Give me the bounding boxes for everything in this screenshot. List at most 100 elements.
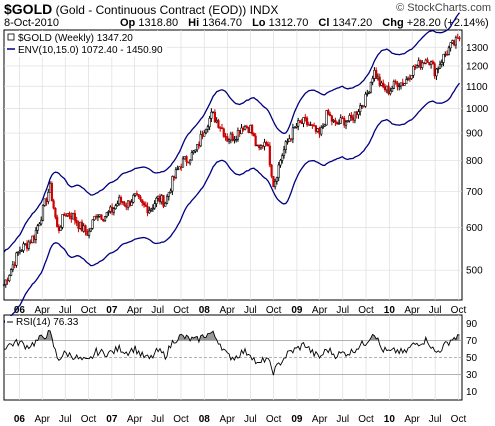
price-x-tick-label: Apr <box>220 305 236 316</box>
price-panel-frame <box>3 29 463 301</box>
candle-body <box>259 145 263 149</box>
candle-body <box>252 133 255 137</box>
candle-body <box>369 81 372 93</box>
candle-body <box>291 127 294 140</box>
candle-body <box>123 202 126 207</box>
change-value: +28.20 (+2.14%) <box>406 17 489 29</box>
candle-body <box>103 216 107 221</box>
rsi-x-tick-label: Jul <box>244 414 257 425</box>
price-y-tick-label: 1200 <box>466 61 489 72</box>
rsi-y-tick-label: 30 <box>466 370 478 381</box>
candle-body <box>95 215 98 218</box>
candle-body <box>304 117 307 119</box>
candle-body <box>102 219 105 221</box>
candle-body <box>302 117 305 124</box>
candle-body <box>77 222 80 229</box>
candle-body <box>417 60 420 66</box>
candle-body <box>371 78 374 83</box>
candle-body <box>328 113 332 117</box>
price-x-tick-label: Apr <box>404 305 420 316</box>
candle-body <box>38 223 41 227</box>
candle-body <box>157 195 160 199</box>
price-y-tick-label: 900 <box>466 129 483 140</box>
candle-body <box>87 230 91 236</box>
candle-body <box>378 76 381 86</box>
candle-body <box>419 60 422 68</box>
price-x-tick-label: 07 <box>106 305 118 316</box>
candle-body <box>176 168 179 171</box>
candle-body <box>346 120 349 123</box>
rsi-legend-label: RSI(14) 76.33 <box>16 317 79 328</box>
candle-body <box>43 198 46 206</box>
candle-body <box>109 206 112 212</box>
candle-body <box>169 190 172 193</box>
price-y-tick-label: 500 <box>466 266 483 277</box>
candle-body <box>435 68 438 77</box>
candle-body <box>375 69 378 79</box>
candle-body <box>456 37 459 39</box>
candle-body <box>421 62 424 68</box>
candle-body <box>213 111 216 123</box>
candle-body <box>325 110 328 126</box>
candle-body <box>242 127 245 131</box>
candle-body <box>272 175 275 188</box>
candle-body <box>263 142 266 147</box>
candle-body <box>307 124 310 126</box>
candle-body <box>282 149 286 156</box>
open-label: Op <box>120 17 136 29</box>
candle-body <box>226 136 229 142</box>
candle-body <box>181 158 185 168</box>
rsi-x-tick-label: Oct <box>358 414 374 425</box>
candle-body <box>167 192 170 197</box>
rsi-x-tick-label: Apr <box>34 414 50 425</box>
candle-body <box>293 127 296 129</box>
candle-body <box>281 155 284 161</box>
candle-body <box>114 205 117 209</box>
exchange: INDX <box>249 3 279 17</box>
price-x-tick-label: Oct <box>358 305 374 316</box>
candle-body <box>318 128 321 135</box>
rsi-y-tick-label: 50 <box>466 353 478 364</box>
candle-body <box>428 62 431 65</box>
candle-body <box>66 212 69 217</box>
candle-body <box>100 214 103 220</box>
candle-body <box>339 117 342 124</box>
candle-body <box>93 215 96 221</box>
candle-body <box>415 65 419 69</box>
candle-body <box>33 235 36 240</box>
price-legend-bg <box>5 31 167 57</box>
candle-body <box>445 53 449 56</box>
candle-body <box>79 221 82 229</box>
envelope-upper-line <box>3 12 461 253</box>
candle-body <box>149 208 153 211</box>
candle-body <box>59 226 62 231</box>
change-label: Chg <box>382 17 404 29</box>
price-y-tick-label: 1300 <box>466 43 489 54</box>
candle-body <box>34 230 38 240</box>
rsi-x-tick-label: Apr <box>404 414 420 425</box>
candle-body <box>75 220 78 224</box>
low-label: Lo <box>252 17 266 29</box>
candle-body <box>274 181 277 188</box>
candle-body <box>235 138 238 141</box>
candle-body <box>430 61 433 65</box>
rsi-x-tick-label: 09 <box>291 414 303 425</box>
candle-body <box>116 203 119 206</box>
candle-body <box>219 127 222 129</box>
candle-body <box>47 191 50 202</box>
candle-body <box>139 196 142 200</box>
candle-body <box>17 251 20 254</box>
candle-body <box>15 252 18 266</box>
candle-body <box>258 144 261 149</box>
candle-body <box>18 250 22 253</box>
candle-body <box>247 127 250 133</box>
candle-body <box>52 200 55 209</box>
candle-body <box>251 124 254 134</box>
candle-body <box>160 195 163 203</box>
candle-body <box>56 216 59 227</box>
candle-body <box>217 120 220 128</box>
candle-body <box>137 194 140 198</box>
candle-body <box>2 284 6 286</box>
candle-body <box>277 164 280 178</box>
candle-body <box>313 125 316 127</box>
